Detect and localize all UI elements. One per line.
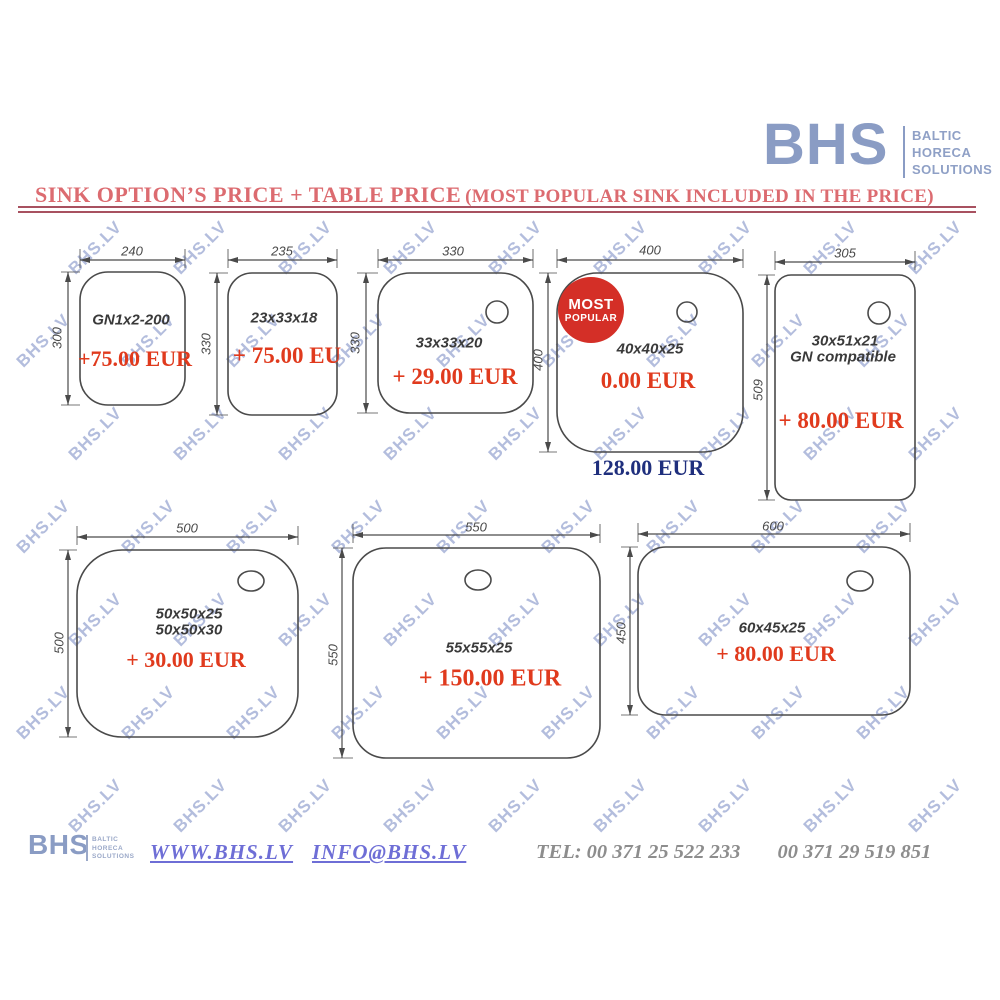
sink3-drawing — [357, 249, 534, 414]
sink8-width-dimension: 600 — [762, 518, 784, 534]
sink7-model-label: 55x55x25 — [445, 639, 513, 657]
title-underline — [18, 206, 976, 213]
drain-hole-icon — [237, 570, 265, 592]
sink5-drawing — [758, 251, 916, 501]
logo-subtitle: BALTIC HORECA SOLUTIONS — [912, 127, 992, 178]
sink5-height-dimension: 509 — [750, 379, 766, 401]
sink6-model-label2: 50x50x30 — [155, 621, 223, 639]
sink1-height-dimension: 300 — [49, 327, 65, 349]
sink2-width-dimension: 235 — [271, 243, 293, 259]
bhs-logo: BHS — [763, 112, 889, 177]
sink7-price: + 150.00 EUR — [418, 665, 562, 692]
sink4-price: 0.00 EUR — [600, 368, 696, 393]
most-popular-badge: MOST POPULAR — [558, 277, 624, 343]
sink1-price: +75.00 EUR — [78, 346, 192, 371]
sink3-width-dimension: 330 — [442, 243, 464, 259]
logo-divider-footer — [86, 835, 88, 861]
badge-line1: MOST — [568, 295, 614, 313]
sink2-drawing — [209, 249, 338, 416]
sink5-model-label: 30x51x21 — [811, 332, 879, 350]
footer-logo-word-horeca: HORECA — [92, 844, 124, 852]
sink7-drawing — [333, 524, 601, 759]
sink2-price: + 75.00 EU — [232, 343, 342, 368]
sink5-price: + 80.00 EUR — [778, 408, 904, 433]
sink8-model-label: 60x45x25 — [738, 619, 806, 637]
footer-logo-word-solutions: SOLUTIONS — [92, 853, 135, 860]
sink3-height-dimension: 330 — [347, 332, 363, 354]
drain-hole-icon — [846, 570, 874, 592]
sink4-model-label: 40x40x25 — [616, 340, 684, 358]
sink4-table-price: 128.00 EUR — [591, 455, 705, 480]
phone-number-1: 00 371 25 522 233 — [586, 841, 741, 863]
logo-word-horeca: HORECA — [912, 145, 972, 160]
page-title-note: (MOST POPULAR SINK INCLUDED IN THE PRICE… — [465, 186, 934, 207]
sink8-drawing — [621, 523, 911, 716]
website-link[interactable]: WWW.BHS.LV — [150, 840, 294, 864]
footer-logo-word-baltic: BALTIC — [92, 836, 119, 843]
sink8-height-dimension: 450 — [613, 622, 629, 644]
badge-line2: POPULAR — [564, 312, 618, 324]
sink3-price: + 29.00 EUR — [392, 364, 518, 389]
sink6-height-dimension: 500 — [51, 632, 67, 654]
sink4-drawing — [539, 249, 744, 453]
sink8-price: + 80.00 EUR — [716, 641, 836, 666]
sink6-price: + 30.00 EUR — [126, 647, 246, 672]
sink6-drawing — [59, 526, 299, 738]
drain-hole-icon — [485, 300, 509, 324]
sink6-model-label: 50x50x25 — [155, 605, 223, 623]
sink5-model-label2: GN compatible — [790, 348, 896, 366]
phone-numbers: TEL: 00 371 25 522 233 00 371 29 519 851 — [536, 841, 931, 864]
email-link[interactable]: INFO@BHS.LV — [312, 840, 467, 864]
sink1-model-label: GN1x2-200 — [92, 311, 170, 329]
phone-number-2: 00 371 29 519 851 — [777, 841, 932, 863]
sink2-height-dimension: 330 — [198, 333, 214, 355]
page-title-main: SINK OPTION’S PRICE + TABLE PRICE — [35, 182, 462, 207]
logo-subtitle-footer: BALTIC HORECA SOLUTIONS — [92, 836, 134, 862]
sink4-width-dimension: 400 — [639, 242, 661, 258]
drain-hole-icon — [464, 569, 492, 591]
drain-hole-icon — [867, 301, 891, 325]
sink7-width-dimension: 550 — [465, 519, 487, 535]
sink4-height-dimension: 400 — [530, 349, 546, 371]
page-title: SINK OPTION’S PRICE + TABLE PRICE (MOST … — [35, 182, 934, 208]
sink1-drawing — [61, 249, 186, 406]
sink7-height-dimension: 550 — [325, 644, 341, 666]
sink3-model-label: 33x33x20 — [415, 334, 483, 352]
bhs-logo-footer: BHS — [28, 829, 89, 860]
tel-label: TEL: — [536, 841, 582, 863]
sink5-width-dimension: 305 — [834, 245, 856, 261]
sink6-width-dimension: 500 — [176, 520, 198, 536]
logo-divider — [903, 126, 905, 178]
sink2-model-label: 23x33x18 — [250, 309, 318, 327]
logo-word-solutions: SOLUTIONS — [912, 162, 993, 177]
sink1-width-dimension: 240 — [121, 243, 143, 259]
logo-word-baltic: BALTIC — [912, 128, 962, 143]
drain-hole-icon — [676, 301, 698, 323]
